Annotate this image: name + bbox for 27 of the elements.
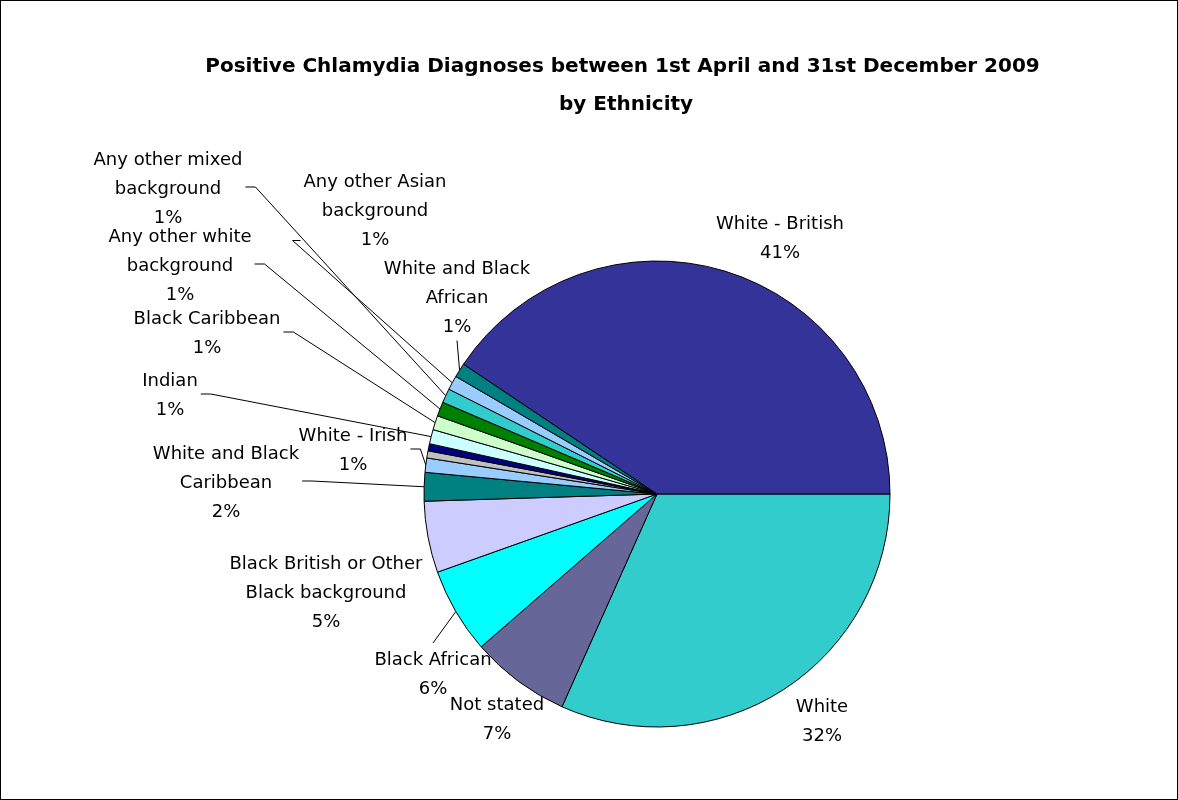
slice-label: Black African <box>374 648 492 669</box>
data-label: 2% <box>211 499 241 521</box>
data-label: 5% <box>311 609 341 631</box>
slice-label: Black Caribbean <box>133 307 281 328</box>
slice-label: Indian <box>142 369 198 390</box>
data-label: 1% <box>155 398 185 419</box>
slice-label: Any other white background <box>108 224 252 275</box>
slice-label: Any other Asian background <box>303 169 447 220</box>
data-label: 1% <box>153 205 183 227</box>
slice-label: White and Black African <box>383 256 531 307</box>
slice-label: White and Black Caribbean <box>152 441 300 492</box>
slice-label: Any other mixed background <box>93 147 243 198</box>
slice-label: White - Irish <box>298 424 408 445</box>
slice-label: White <box>795 695 849 716</box>
data-label: 1% <box>360 227 390 249</box>
slice-label: Black British or Other Black background <box>229 551 424 602</box>
data-label: 1% <box>442 314 472 336</box>
data-label: 6% <box>418 677 448 698</box>
data-label: 1% <box>165 282 195 304</box>
data-label: 32% <box>801 724 843 745</box>
data-label: 41% <box>759 241 801 262</box>
chart-title: Positive Chlamydia Diagnoses between 1st April and 31st December 2009 by Ethnicity <box>205 53 1047 115</box>
data-label: 1% <box>338 453 368 474</box>
data-label: 7% <box>482 722 512 743</box>
data-label: 1% <box>192 336 222 357</box>
slice-label: Not stated <box>449 693 545 714</box>
slice-label: White - British <box>716 212 844 233</box>
